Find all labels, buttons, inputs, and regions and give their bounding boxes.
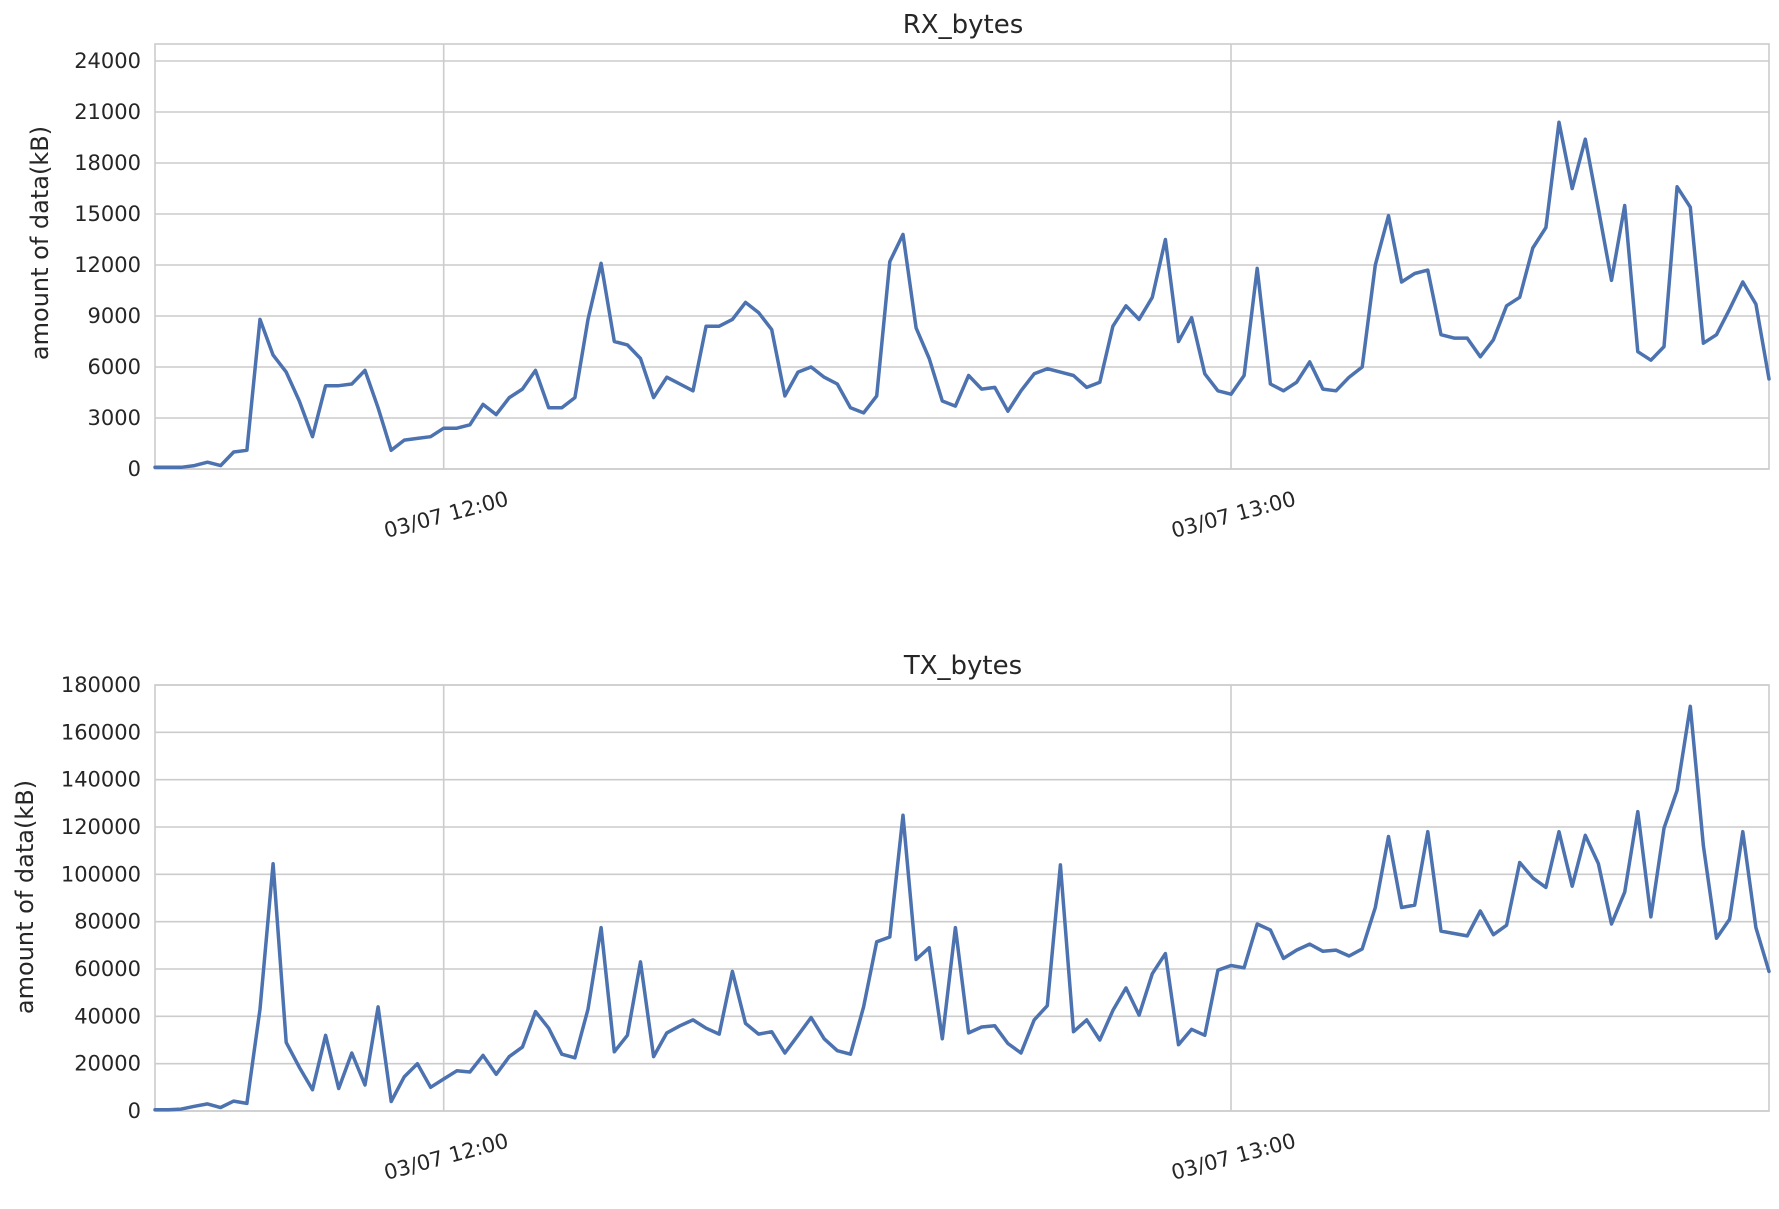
tx-bytes-panel: TX_bytes amount of data(kB) 0 20000 40000 6…	[11, 651, 1771, 1185]
y-tick-label: 9000	[88, 304, 141, 328]
y-tick-label: 20000	[74, 1052, 141, 1076]
y-tick-label: 0	[128, 1099, 141, 1123]
x-tick-label: 03/07 13:00	[1169, 487, 1299, 543]
y-tick-label: 40000	[74, 1004, 141, 1028]
y-tick-label: 0	[128, 457, 141, 481]
grid	[155, 684, 1769, 1112]
chart-title: RX_bytes	[903, 10, 1024, 40]
grid	[155, 44, 1769, 470]
y-tick-label: 60000	[74, 957, 141, 981]
y-tick-label: 120000	[61, 815, 141, 839]
y-tick-label: 180000	[61, 673, 141, 697]
x-tick-label: 03/07 12:00	[381, 487, 511, 543]
x-tick-label: 03/07 12:00	[381, 1129, 511, 1185]
y-axis-label: amount of data(kB)	[26, 126, 54, 360]
y-tick-label: 24000	[74, 49, 141, 73]
chart-title: TX_bytes	[903, 651, 1022, 681]
series-line	[153, 120, 1771, 470]
rx-bytes-panel: RX_bytes amount of data(kB) 0 3000 6000 900…	[26, 10, 1771, 543]
y-tick-label: 12000	[74, 253, 141, 277]
x-ticks: 03/07 12:00 03/07 13:00	[381, 1129, 1298, 1185]
y-tick-label: 18000	[74, 151, 141, 175]
plot-frame	[154, 684, 1770, 1112]
y-ticks: 0 3000 6000 9000 12000 15000 18000 21000 24000	[74, 49, 141, 481]
series-line	[153, 704, 1771, 1112]
y-axis-label: amount of data(kB)	[11, 780, 39, 1014]
y-ticks: 0 20000 40000 60000 80000 100000 120000 140000 1…	[61, 673, 141, 1123]
y-tick-label: 160000	[61, 720, 141, 744]
y-tick-label: 21000	[74, 100, 141, 124]
y-tick-label: 140000	[61, 768, 141, 792]
plot-frame	[154, 43, 1770, 470]
y-tick-label: 100000	[61, 862, 141, 886]
x-tick-label: 03/07 13:00	[1169, 1129, 1299, 1185]
y-tick-label: 3000	[88, 406, 141, 430]
y-tick-label: 80000	[74, 910, 141, 934]
y-tick-label: 6000	[88, 355, 141, 379]
y-tick-label: 15000	[74, 202, 141, 226]
x-ticks: 03/07 12:00 03/07 13:00	[381, 487, 1298, 543]
